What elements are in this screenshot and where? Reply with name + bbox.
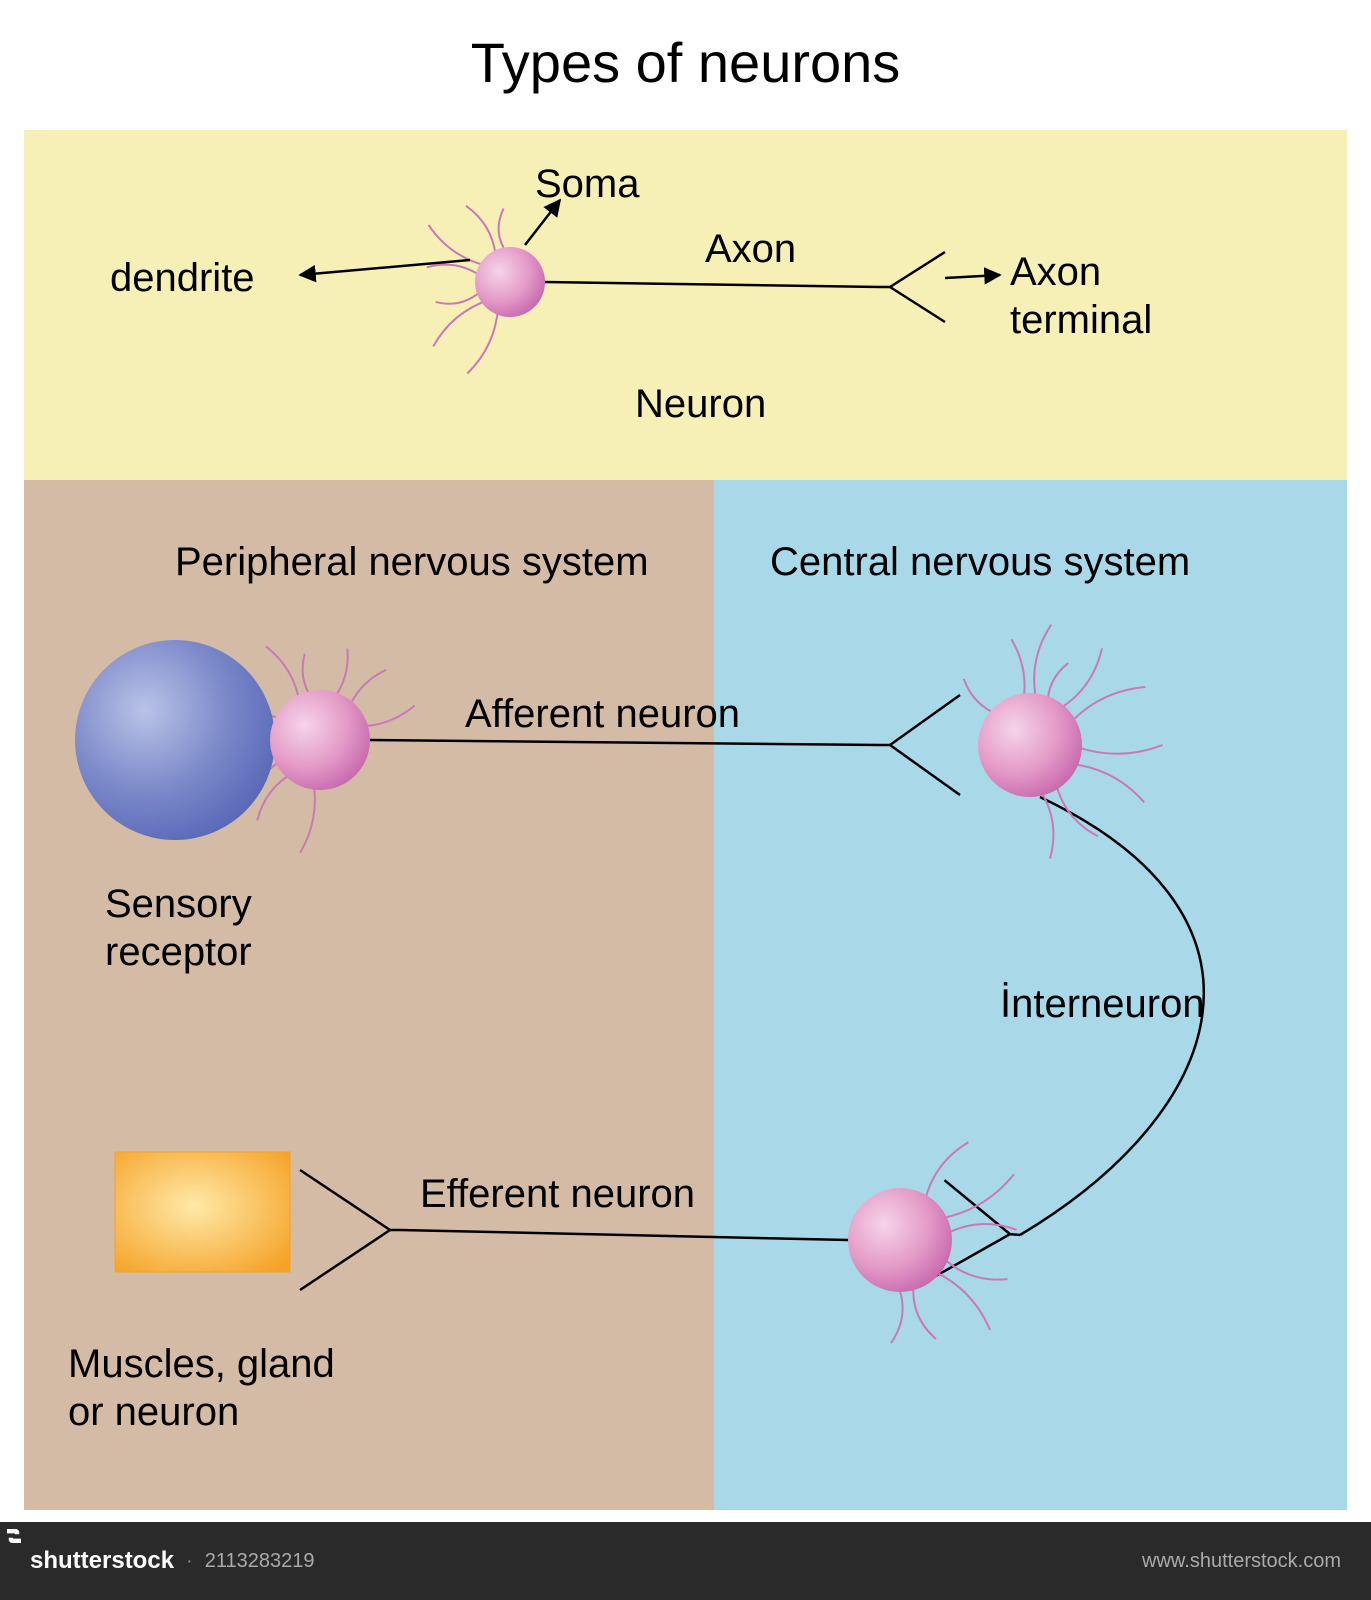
label-axon-terminal: Axon terminal xyxy=(1010,248,1152,344)
label-neuron: Neuron xyxy=(635,380,766,428)
footer-site: www.shutterstock.com xyxy=(1142,1550,1341,1573)
label-cns: Central nervous system xyxy=(770,538,1190,586)
label-dendrite: dendrite xyxy=(110,254,255,302)
footer-bar: shutterstock · 2113283219 www.shuttersto… xyxy=(0,1522,1371,1600)
footer-logo-text: shutterstock xyxy=(30,1547,174,1575)
label-efferent: Efferent neuron xyxy=(420,1170,695,1218)
footer-id: 2113283219 xyxy=(205,1550,315,1573)
label-pns: Peripheral nervous system xyxy=(175,538,649,586)
shutterstock-logo-icon xyxy=(0,1522,28,1550)
label-muscles: Muscles, gland or neuron xyxy=(68,1340,335,1436)
label-interneuron: İnterneuron xyxy=(1000,980,1205,1028)
label-afferent: Afferent neuron xyxy=(465,690,740,738)
label-sensory: Sensory receptor xyxy=(105,880,252,976)
label-soma: Soma xyxy=(535,160,640,208)
label-axon: Axon xyxy=(705,225,796,273)
